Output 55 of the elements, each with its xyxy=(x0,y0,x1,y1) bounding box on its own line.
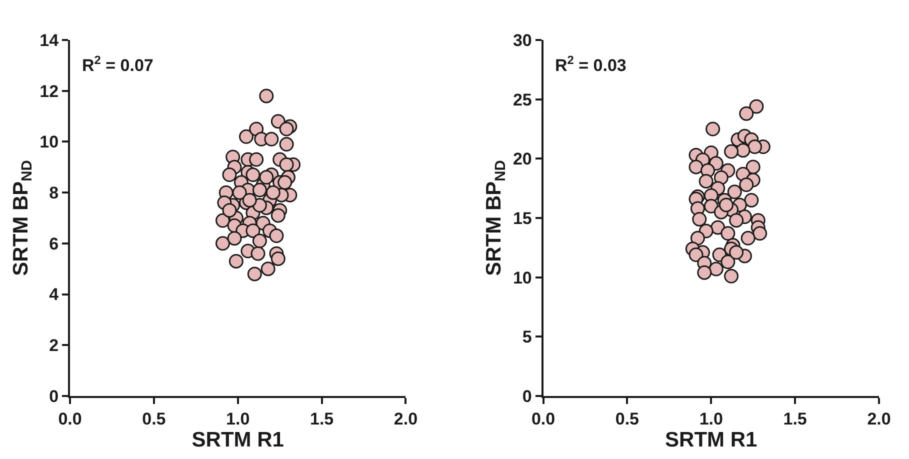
x-tick-label: 2.0 xyxy=(867,409,891,428)
x-axis-title: SRTM R1 xyxy=(665,428,758,452)
y-tick-label: 20 xyxy=(512,150,532,169)
y-tick-label: 0 xyxy=(522,386,532,406)
point xyxy=(720,254,736,270)
point xyxy=(736,143,750,158)
x-tick-label: 1.0 xyxy=(226,409,250,428)
point xyxy=(720,226,736,241)
point xyxy=(729,213,744,228)
y-tick-label: 10 xyxy=(512,268,532,288)
x-tick-label: 0.0 xyxy=(58,409,82,428)
point xyxy=(698,174,714,188)
x-tick-label: 1.5 xyxy=(310,409,334,428)
point xyxy=(704,198,718,214)
y-tick-label: 6 xyxy=(49,234,59,254)
x-tick-label: 0.5 xyxy=(615,409,640,428)
point xyxy=(746,160,760,174)
point xyxy=(692,212,707,226)
y-tick-label: 0 xyxy=(49,386,59,406)
y-tick-label: 12 xyxy=(40,82,59,101)
point xyxy=(690,230,705,246)
point xyxy=(688,160,704,174)
point xyxy=(727,184,742,200)
point xyxy=(748,140,762,154)
y-tick-label: 2 xyxy=(49,336,59,356)
annotation: R$^{2}$ = 0.07 xyxy=(82,53,154,76)
x-tick-label: 1.0 xyxy=(699,409,723,428)
point xyxy=(708,262,724,276)
point xyxy=(739,178,754,192)
point xyxy=(724,268,739,284)
x-tick-label: 0.0 xyxy=(531,409,556,428)
y-tick-label: 14 xyxy=(40,30,60,50)
point xyxy=(724,144,739,159)
point xyxy=(744,192,759,208)
point xyxy=(729,245,744,260)
point xyxy=(719,198,734,212)
point xyxy=(740,230,756,246)
x-tick-label: 2.0 xyxy=(394,409,418,428)
y-tick-label: 25 xyxy=(512,90,532,110)
x-axis-title: SRTM R1 xyxy=(192,428,284,452)
point xyxy=(688,248,704,262)
y-tick-label: 15 xyxy=(512,208,532,228)
y-tick-label: 4 xyxy=(49,285,60,304)
y-tick-label: 5 xyxy=(522,328,532,347)
y-tick-label: 30 xyxy=(512,30,532,50)
y-tick-label: 8 xyxy=(49,184,59,203)
point xyxy=(706,122,720,136)
annotation: R$^{2}$ = 0.03 xyxy=(555,53,626,76)
x-tick-label: 0.5 xyxy=(142,409,166,428)
point xyxy=(752,226,768,241)
y-tick-label: 10 xyxy=(40,132,59,152)
point xyxy=(749,99,764,114)
point xyxy=(697,265,712,280)
x-tick-label: 1.5 xyxy=(783,409,807,428)
point xyxy=(739,106,754,121)
